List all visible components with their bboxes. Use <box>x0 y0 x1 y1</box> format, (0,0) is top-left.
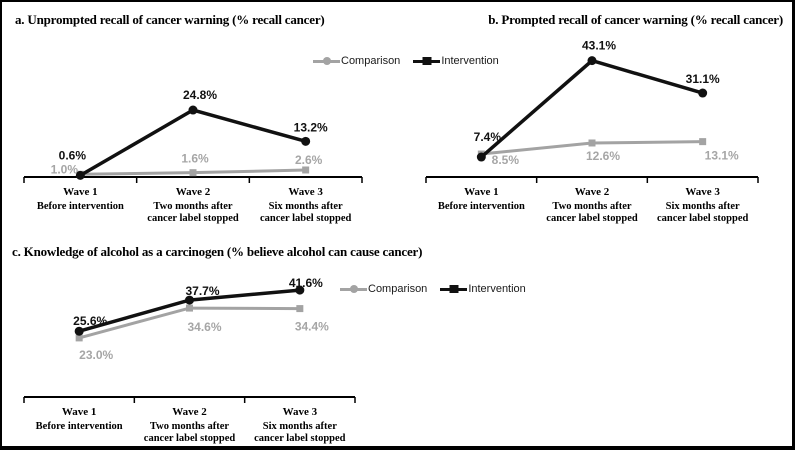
comparison-point-marker <box>699 138 707 146</box>
legend-item-comparison: Comparison <box>340 283 427 295</box>
legend-label-comparison: Comparison <box>368 283 428 295</box>
legend-item-intervention: Intervention <box>440 283 526 295</box>
x-category-label: Wave 3 <box>288 186 323 198</box>
data-label-intervention: 41.6% <box>289 276 323 290</box>
comparison-line-marker-icon <box>340 287 367 291</box>
intervention-point-marker <box>188 105 198 115</box>
data-label-intervention: 24.8% <box>183 88 217 102</box>
comparison-point-marker <box>588 139 596 147</box>
x-category-sublabel: Two months after cancer label stopped <box>546 201 638 224</box>
data-label-intervention: 37.7% <box>185 284 219 298</box>
data-label-comparison: 34.4% <box>295 320 329 334</box>
data-label-comparison: 23.0% <box>79 348 113 362</box>
x-category-label: Wave 1 <box>464 186 499 198</box>
comparison-point-marker <box>189 169 197 177</box>
intervention-point-marker <box>301 136 311 146</box>
chart-a-plot: 1.0% 1.6% 2.6% 0.6% 24.8% 13.2% <box>23 88 363 183</box>
chart-b-plot: 8.5% 12.6% 13.1% 7.4% 43.1% 31.1% <box>425 39 759 183</box>
legend-item-comparison: Comparison <box>313 55 400 67</box>
data-label-comparison: 8.5% <box>492 153 520 167</box>
comparison-point-marker <box>302 166 310 174</box>
x-category-label: Wave 2 <box>172 406 207 418</box>
data-label-intervention: 0.6% <box>59 148 87 162</box>
intervention-point-marker <box>698 88 708 98</box>
intervention-line-marker-icon <box>413 59 441 63</box>
data-label-comparison: 1.6% <box>181 152 209 166</box>
comparison-point-marker <box>186 304 193 312</box>
data-label-comparison: 2.6% <box>295 153 323 167</box>
x-category-label: Wave 1 <box>63 186 98 198</box>
chart-a-title: a. Unprompted recall of cancer warning (… <box>15 12 325 27</box>
legend-label-comparison: Comparison <box>341 55 401 67</box>
x-category-label: Wave 3 <box>685 186 720 198</box>
comparison-point-marker <box>296 305 304 313</box>
x-category-sublabel: Before intervention <box>36 201 124 212</box>
intervention-point-marker <box>587 56 597 66</box>
x-category-label: Wave 2 <box>175 186 211 198</box>
intervention-point-marker <box>476 152 486 162</box>
legend-item-intervention: Intervention <box>413 55 499 67</box>
comparison-line-marker-icon <box>313 59 340 63</box>
data-label-comparison: 34.6% <box>187 320 221 334</box>
legend-bottom: Comparison Intervention <box>340 283 526 295</box>
x-category-label: Wave 3 <box>282 406 318 418</box>
data-label-comparison: 12.6% <box>586 149 620 163</box>
chart-c-title: c. Knowledge of alcohol as a carcinogen … <box>12 244 423 259</box>
legend-top: Comparison Intervention <box>313 55 499 67</box>
x-category-sublabel: Six months after cancer label stopped <box>656 201 749 224</box>
data-label-intervention: 7.4% <box>474 130 502 144</box>
intervention-point-marker <box>74 326 84 336</box>
intervention-point-marker <box>295 285 305 295</box>
data-label-intervention: 43.1% <box>582 39 616 53</box>
intervention-point-marker <box>75 170 85 180</box>
x-category-label: Wave 2 <box>574 186 610 198</box>
data-label-intervention: 25.6% <box>73 314 107 328</box>
x-category-sublabel: Six months after cancer label stopped <box>259 201 352 224</box>
chart-b-title: b. Prompted recall of cancer warning (% … <box>488 12 783 27</box>
x-category-sublabel: Two months after cancer label stopped <box>143 421 236 444</box>
legend-label-intervention: Intervention <box>441 55 499 67</box>
data-label-intervention: 13.2% <box>294 120 328 134</box>
comparison-point-marker <box>75 334 83 342</box>
x-category-sublabel: Before intervention <box>35 421 123 432</box>
data-label-comparison: 13.1% <box>705 149 739 163</box>
chart-c-plot: 23.0% 34.6% 34.4% 25.6% 37.7% 41.6% <box>23 276 356 403</box>
data-label-intervention: 31.1% <box>686 72 720 86</box>
data-label-comparison: 1.0% <box>51 162 79 176</box>
intervention-line-marker-icon <box>440 287 468 291</box>
x-category-sublabel: Before intervention <box>437 201 525 212</box>
x-category-label: Wave 1 <box>61 406 97 418</box>
x-category-sublabel: Six months after cancer label stopped <box>254 421 346 444</box>
x-category-sublabel: Two months after cancer label stopped <box>147 201 239 224</box>
legend-label-intervention: Intervention <box>468 283 526 295</box>
intervention-point-marker <box>185 295 194 305</box>
